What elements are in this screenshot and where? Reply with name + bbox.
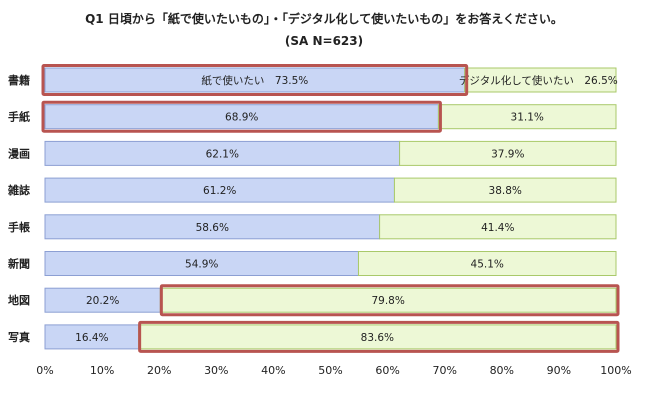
data-label-paper-2: 62.1% (206, 148, 239, 160)
bar-paper-6 (44, 287, 161, 313)
category-label-2: 漫画 (8, 146, 30, 160)
x-tick-label-6: 60% (375, 364, 399, 377)
x-tick-label-10: 100% (600, 364, 631, 377)
x-tick-label-5: 50% (318, 364, 342, 377)
data-label-digital-0: デジタル化して使いたい 26.5% (459, 74, 618, 87)
x-tick-label-9: 90% (547, 364, 571, 377)
bar-digital-4 (379, 214, 617, 240)
data-label-paper-1: 68.9% (225, 112, 258, 124)
data-label-digital-1: 31.1% (511, 112, 544, 124)
x-tick-label-0: 0% (36, 364, 53, 377)
chart-subtitle: (SA N=623) (284, 34, 364, 48)
bar-digital-2 (399, 140, 617, 166)
bar-digital-1 (437, 104, 617, 130)
highlight-frame-paper-1 (41, 100, 442, 133)
data-label-digital-6: 79.8% (371, 295, 404, 307)
data-label-paper-5: 54.9% (185, 259, 218, 271)
data-label-digital-7: 83.6% (361, 332, 394, 344)
category-label-4: 手帳 (8, 220, 30, 234)
bar-paper-1 (44, 104, 439, 130)
highlight-frame-paper-0 (41, 64, 469, 96)
data-label-paper-7: 16.4% (75, 332, 108, 344)
category-label-1: 手紙 (8, 110, 30, 124)
data-label-paper-3: 61.2% (203, 185, 236, 197)
data-label-paper-0: 紙で使いたい 73.5% (201, 74, 308, 87)
data-label-digital-5: 45.1% (471, 259, 504, 271)
data-label-digital-2: 37.9% (491, 148, 524, 160)
bar-paper-0 (44, 67, 466, 93)
x-tick-label-3: 30% (204, 364, 228, 377)
bar-paper-5 (44, 251, 359, 276)
highlight-frame-digital-6 (159, 284, 620, 317)
data-label-digital-3: 38.8% (489, 185, 522, 197)
x-tick-label-4: 40% (261, 364, 285, 377)
chart-title: Q1 日頃から「紙で使いたいもの」・「デジタル化して使いたいもの」をお答えくださ… (85, 12, 563, 26)
bar-paper-3 (44, 177, 395, 203)
category-label-3: 雑誌 (7, 183, 30, 197)
category-label-0: 書籍 (8, 73, 30, 87)
x-tick-label-1: 10% (90, 364, 114, 377)
bar-digital-3 (393, 177, 617, 203)
category-label-7: 写真 (8, 330, 30, 344)
data-label-paper-6: 20.2% (86, 295, 119, 307)
bar-paper-2 (44, 140, 401, 166)
bar-digital-0 (464, 67, 617, 93)
category-label-6: 地図 (8, 293, 30, 307)
bar-digital-6 (159, 287, 617, 313)
bar-digital-5 (357, 251, 617, 276)
data-label-digital-4: 41.4% (481, 222, 514, 234)
bar-paper-7 (44, 324, 140, 350)
x-tick-label-8: 80% (490, 364, 514, 377)
x-tick-label-2: 20% (147, 364, 171, 377)
bar-digital-7 (138, 324, 617, 350)
bar-paper-4 (44, 214, 381, 240)
highlight-frame-digital-7 (138, 320, 620, 353)
category-label-5: 新聞 (8, 257, 30, 271)
x-tick-label-7: 70% (432, 364, 456, 377)
data-label-paper-4: 58.6% (196, 222, 229, 234)
